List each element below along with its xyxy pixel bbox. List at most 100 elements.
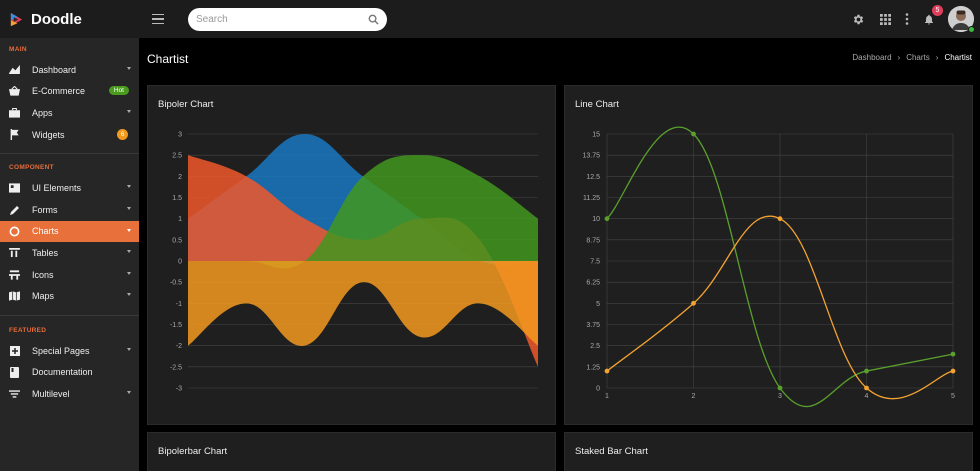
- apps-grid-button[interactable]: [877, 11, 893, 27]
- data-point: [777, 385, 783, 391]
- bipolarbar-chart-card: Bipolerbar Chart: [147, 432, 556, 471]
- apps-icon: [9, 107, 20, 118]
- doodle-logo-icon: [10, 12, 23, 26]
- dashboard-icon: [9, 64, 20, 75]
- pencil-icon: [9, 204, 20, 215]
- sidebar-item-documentation[interactable]: Documentation: [0, 362, 139, 384]
- section-title-component: COMPONENT: [9, 164, 54, 172]
- main-content: Chartist Dashboard › Charts › Chartist B…: [139, 38, 980, 471]
- page-title: Chartist: [147, 52, 189, 66]
- map-icon: [9, 291, 20, 302]
- settings-button[interactable]: [850, 11, 866, 27]
- hot-badge: Hot: [108, 85, 129, 95]
- notifications-button[interactable]: 5: [921, 5, 943, 27]
- line-chart-title: Line Chart: [575, 99, 619, 110]
- y-tick-label: 1.5: [172, 195, 182, 202]
- data-point: [691, 300, 696, 306]
- search-input[interactable]: [196, 13, 368, 25]
- x-tick-label: 2: [692, 393, 696, 400]
- bipolar-chart-title: Bipoler Chart: [158, 99, 214, 110]
- search-icon[interactable]: [368, 14, 379, 25]
- y-tick-label: 7.5: [590, 259, 600, 266]
- area-series-4: [188, 261, 538, 346]
- top-bar: Doodle: [0, 0, 980, 38]
- chevron-down-icon: [127, 228, 131, 232]
- x-tick-label: 5: [951, 393, 955, 400]
- sidebar-item-icons[interactable]: Icons: [0, 264, 139, 286]
- user-avatar-icon: [948, 6, 974, 32]
- hamburger-icon: [152, 13, 164, 16]
- section-title-main: MAIN: [9, 46, 27, 53]
- breadcrumb-dashboard[interactable]: Dashboard: [852, 53, 892, 62]
- sidebar: MAIN Dashboard E-Commerce Hot Apps Widget…: [0, 38, 139, 471]
- menu-toggle-button[interactable]: [151, 8, 173, 30]
- data-point: [777, 216, 783, 222]
- y-tick-label: 0: [596, 386, 600, 393]
- y-tick-label: 2.5: [172, 153, 182, 160]
- grid-icon: [879, 13, 891, 25]
- data-point: [604, 216, 610, 222]
- top-actions: 5: [850, 0, 975, 38]
- y-tick-label: -1.5: [170, 322, 182, 329]
- section-title-featured: FEATURED: [9, 326, 47, 334]
- sidebar-item-tables[interactable]: Tables: [0, 242, 139, 264]
- breadcrumb-separator-icon: ›: [897, 53, 901, 62]
- y-tick-label: 2.5: [590, 343, 600, 350]
- y-tick-label: 1.25: [586, 364, 600, 371]
- sidebar-item-multilevel[interactable]: Multilevel: [0, 383, 139, 405]
- plus-box-icon: [9, 345, 20, 356]
- logo[interactable]: Doodle: [0, 0, 139, 38]
- y-tick-label: 13.75: [582, 153, 600, 160]
- y-tick-label: 3: [178, 132, 182, 139]
- avatar[interactable]: [948, 6, 975, 33]
- y-tick-label: 8.75: [586, 237, 600, 244]
- bipolar-chart: 3 2.5 2 1.5 1 0.5 0 -0.5 -1 -1.5 -2 -2.5 -3: [170, 132, 538, 393]
- bipolarbar-chart-title: Bipolerbar Chart: [158, 446, 228, 457]
- breadcrumb-charts[interactable]: Charts: [906, 53, 930, 62]
- x-tick-label: 1: [605, 393, 609, 400]
- y-tick-label: 5: [596, 301, 600, 308]
- bipolar-chart-card: Bipoler Chart 3 2.5 2 1.5 1 0.5 0 -0.5 -1 -1.5 -2 -…: [147, 85, 556, 425]
- breadcrumb-separator-icon: ›: [935, 53, 939, 62]
- sidebar-item-forms[interactable]: Forms: [0, 199, 139, 221]
- sidebar-item-ecommerce[interactable]: E-Commerce Hot: [0, 81, 139, 103]
- area-series-3: [188, 155, 538, 269]
- chevron-down-icon: [127, 271, 131, 275]
- data-point: [604, 368, 610, 374]
- data-point: [864, 385, 869, 391]
- line-series-1: [606, 126, 954, 408]
- notification-badge: 5: [932, 5, 943, 16]
- icons-icon: [9, 269, 20, 280]
- flag-icon: [9, 129, 20, 141]
- sidebar-item-dashboard[interactable]: Dashboard: [0, 59, 139, 81]
- book-icon: [9, 366, 20, 378]
- y-tick-label: -0.5: [170, 280, 182, 287]
- chevron-down-icon: [127, 391, 131, 395]
- chevron-down-icon: [127, 250, 131, 254]
- data-point: [864, 368, 869, 374]
- y-tick-label: 0: [178, 259, 182, 266]
- sidebar-divider: [0, 153, 139, 155]
- gear-icon: [853, 14, 863, 24]
- search-box: [188, 7, 387, 31]
- y-tick-label: -2.5: [170, 364, 182, 371]
- chart-circle-icon: [9, 226, 20, 237]
- filter-list-icon: [9, 388, 20, 399]
- y-tick-label: -1: [176, 301, 182, 308]
- breadcrumb-current: Chartist: [944, 53, 972, 62]
- sidebar-item-apps[interactable]: Apps: [0, 102, 139, 124]
- sidebar-item-widgets[interactable]: Widgets 6: [0, 124, 139, 146]
- app-name: Doodle: [31, 10, 82, 28]
- more-options-button[interactable]: [904, 11, 910, 27]
- y-tick-label: 6.25: [586, 280, 600, 287]
- sidebar-item-maps[interactable]: Maps: [0, 285, 139, 307]
- sidebar-item-charts[interactable]: Charts: [0, 220, 139, 243]
- dots-vertical-icon: [905, 13, 909, 25]
- sidebar-item-ui-elements[interactable]: UI Elements: [0, 177, 139, 199]
- data-point: [950, 351, 956, 357]
- sidebar-item-special-pages[interactable]: Special Pages: [0, 340, 139, 362]
- x-tick-label: 3: [778, 393, 782, 400]
- y-tick-label: 15: [592, 132, 600, 139]
- line-chart: 1513.7512.511.25108.757.56.2553.752.51.2…: [582, 126, 956, 408]
- chevron-down-icon: [127, 206, 131, 210]
